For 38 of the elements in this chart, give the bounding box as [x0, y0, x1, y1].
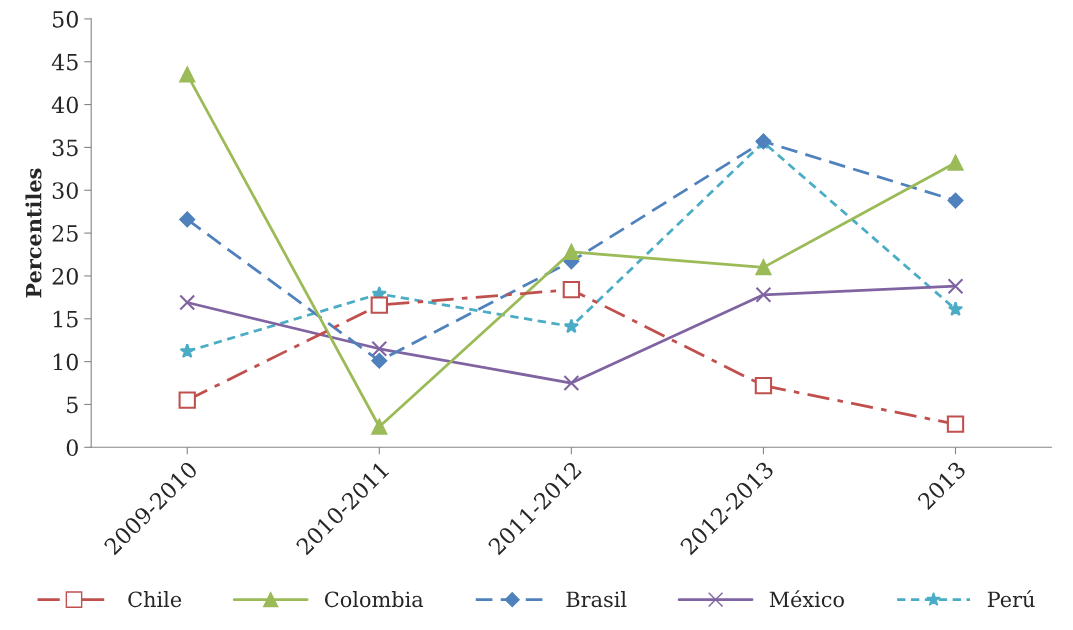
point [178, 391, 196, 409]
point [755, 259, 772, 276]
legend-label: México [769, 590, 844, 608]
y-axis-title: Percentiles [25, 168, 42, 298]
point [179, 211, 196, 228]
point [370, 296, 388, 314]
legend-label: Perú [987, 590, 1035, 608]
point [563, 318, 580, 334]
point [179, 343, 195, 358]
point [562, 280, 581, 299]
point [754, 376, 773, 395]
y-tick-label: 35 [52, 139, 78, 157]
y-tick-label: 50 [53, 10, 78, 28]
legend-label: Chile [128, 591, 182, 608]
point [947, 192, 964, 209]
y-tick-label: 5 [67, 396, 78, 414]
point [946, 415, 965, 433]
y-tick-label: 45 [51, 53, 78, 71]
point [371, 340, 388, 357]
point [179, 294, 196, 311]
y-tick-label: 20 [52, 267, 78, 285]
point [947, 278, 964, 295]
y-tick-label: 25 [52, 225, 78, 242]
point [755, 286, 772, 303]
point [563, 375, 580, 392]
y-tick-label: 15 [53, 310, 78, 328]
point [179, 66, 196, 83]
y-tick-label: 0 [66, 439, 78, 457]
y-tick-label: 10 [53, 353, 78, 371]
y-tick-label: 40 [51, 96, 78, 114]
y-tick-label: 30 [52, 182, 78, 200]
legend-label: Brasil [566, 591, 627, 608]
point [371, 418, 388, 435]
legend-label: Colombia [324, 591, 424, 608]
point [371, 352, 388, 369]
point [563, 243, 580, 260]
point [947, 301, 964, 317]
point [947, 154, 964, 171]
